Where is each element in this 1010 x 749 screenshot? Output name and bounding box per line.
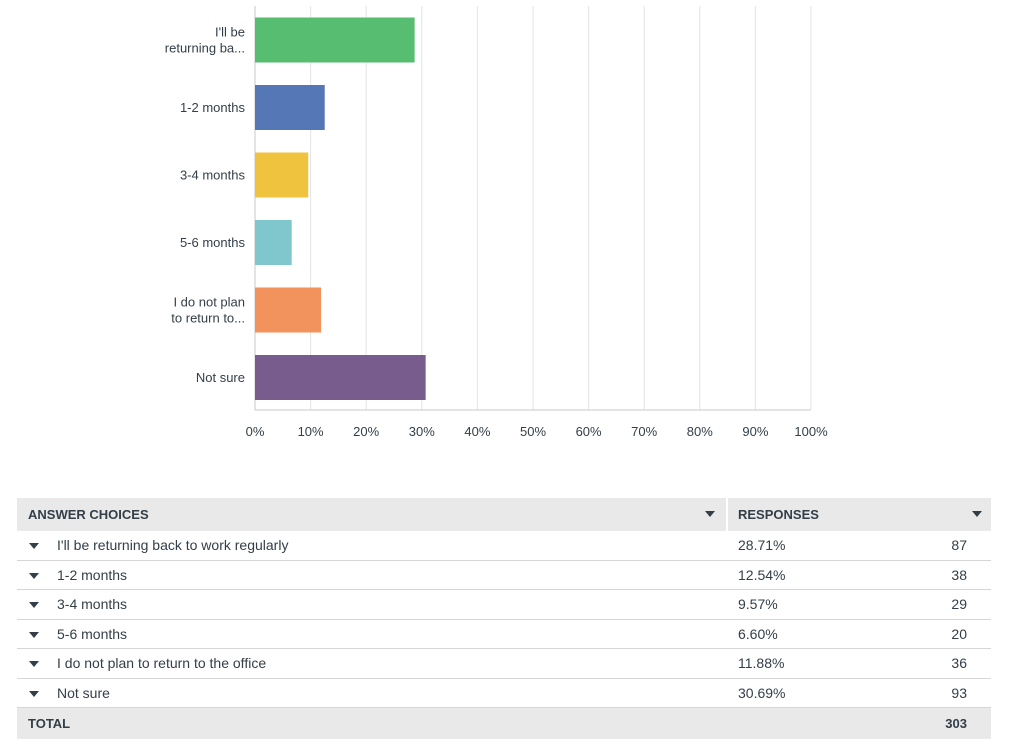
response-percent: 28.71% bbox=[738, 537, 786, 553]
table-row: 1-2 months 12.54% 38 bbox=[17, 561, 991, 590]
responses-sort-caret-icon[interactable] bbox=[972, 511, 982, 517]
category-label: 3-4 months bbox=[180, 168, 246, 183]
response-percent: 6.60% bbox=[738, 625, 778, 642]
answer-choices-header[interactable]: ANSWER CHOICES bbox=[28, 507, 149, 522]
x-tick-label: 70% bbox=[631, 424, 657, 439]
response-percent: 11.88% bbox=[738, 655, 785, 671]
x-tick-label: 100% bbox=[794, 424, 828, 439]
response-count: 38 bbox=[951, 566, 967, 583]
category-label: 1-2 months bbox=[180, 100, 246, 115]
row-expand-caret-icon[interactable] bbox=[29, 631, 39, 638]
category-label: to return to... bbox=[171, 311, 245, 326]
answer-text: 1-2 months bbox=[57, 566, 128, 583]
bar bbox=[255, 85, 325, 130]
table-row: 5-6 months 6.60% 20 bbox=[17, 620, 991, 649]
response-percent: 9.57% bbox=[738, 596, 778, 612]
x-tick-label: 50% bbox=[520, 424, 546, 439]
answer-text: I'll be returning back to work regularly bbox=[57, 537, 289, 553]
x-tick-label: 40% bbox=[464, 424, 490, 439]
table-row: Not sure 30.69% 93 bbox=[17, 679, 991, 708]
response-count: 20 bbox=[951, 625, 967, 642]
bar bbox=[255, 220, 292, 265]
category-label: I do not plan bbox=[173, 295, 245, 310]
x-tick-label: 80% bbox=[687, 424, 713, 439]
column-divider bbox=[726, 498, 728, 531]
x-tick-label: 20% bbox=[353, 424, 379, 439]
bar bbox=[255, 152, 309, 198]
bar bbox=[255, 355, 426, 400]
answer-text: Not sure bbox=[57, 684, 110, 701]
category-label: returning ba... bbox=[165, 41, 245, 56]
total-value: 303 bbox=[945, 716, 967, 731]
row-expand-caret-icon[interactable] bbox=[29, 543, 39, 549]
x-tick-label: 30% bbox=[409, 424, 435, 439]
answer-text: 3-4 months bbox=[57, 596, 128, 612]
category-label: Not sure bbox=[196, 370, 245, 385]
table-body: I'll be returning back to work regularly… bbox=[17, 531, 991, 708]
table-total-row: TOTAL 303 bbox=[17, 708, 991, 739]
response-count: 93 bbox=[951, 684, 967, 701]
row-expand-caret-icon[interactable] bbox=[29, 690, 39, 697]
table-header-row: ANSWER CHOICES RESPONSES bbox=[17, 498, 991, 531]
responses-table: ANSWER CHOICES RESPONSES I'll be returni… bbox=[17, 498, 991, 739]
response-count: 36 bbox=[951, 655, 967, 671]
response-count: 29 bbox=[951, 596, 967, 612]
table-row: I do not plan to return to the office 11.… bbox=[17, 649, 991, 679]
answer-text: I do not plan to return to the office bbox=[57, 655, 267, 671]
category-label: I'll be bbox=[215, 25, 245, 40]
bar bbox=[255, 287, 322, 333]
x-tick-label: 60% bbox=[576, 424, 602, 439]
response-count: 87 bbox=[951, 537, 967, 553]
x-tick-label: 90% bbox=[742, 424, 768, 439]
answer-text: 5-6 months bbox=[57, 625, 128, 642]
response-percent: 12.54% bbox=[738, 566, 786, 583]
response-percent: 30.69% bbox=[738, 684, 786, 701]
row-expand-caret-icon[interactable] bbox=[29, 661, 39, 667]
table-row: I'll be returning back to work regularly… bbox=[17, 531, 991, 561]
x-tick-label: 0% bbox=[246, 424, 265, 439]
category-label: 5-6 months bbox=[180, 235, 246, 250]
bar bbox=[255, 17, 415, 63]
answer-sort-caret-icon[interactable] bbox=[705, 511, 715, 517]
bar-chart: 0% 10% 20% 30% 40% 50% 60% 70% 80% 90% 100% I'll be… bbox=[165, 6, 828, 439]
row-expand-caret-icon[interactable] bbox=[29, 572, 39, 579]
row-expand-caret-icon[interactable] bbox=[29, 602, 39, 608]
x-tick-label: 10% bbox=[298, 424, 324, 439]
table-row: 3-4 months 9.57% 29 bbox=[17, 590, 991, 620]
responses-header[interactable]: RESPONSES bbox=[738, 507, 819, 522]
total-label: TOTAL bbox=[28, 716, 71, 731]
